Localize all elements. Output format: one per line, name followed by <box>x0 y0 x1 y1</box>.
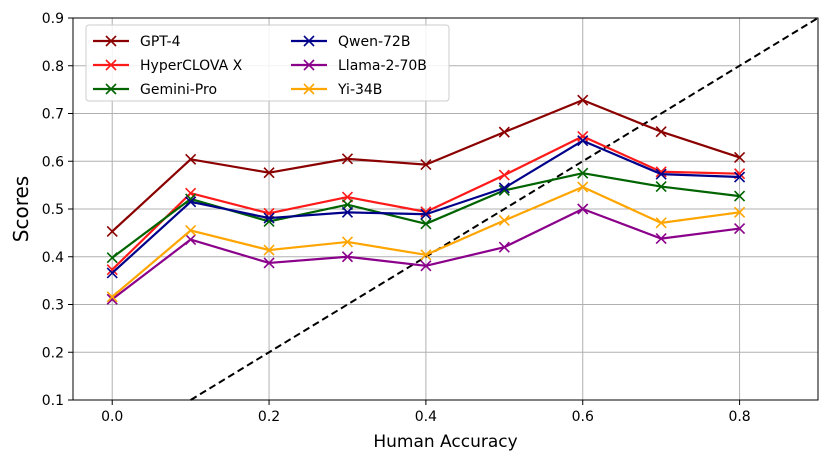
data-point-marker <box>734 171 746 183</box>
data-point-marker <box>263 244 275 256</box>
data-point-marker <box>420 159 432 171</box>
legend-label: Yi-34B <box>337 82 382 98</box>
legend-label: HyperCLOVA X <box>140 58 243 74</box>
data-point-marker <box>655 180 667 193</box>
data-point-marker <box>734 151 746 163</box>
data-point-marker <box>420 218 432 230</box>
data-point-marker <box>577 130 589 142</box>
data-point-marker <box>263 212 275 224</box>
data-point-marker <box>341 153 354 165</box>
y-tick-label: 0.1 <box>42 393 64 409</box>
legend-label: GPT-4 <box>140 34 181 50</box>
x-axis-title: Human Accuracy <box>373 432 517 452</box>
reference-line-group <box>190 17 819 401</box>
x-tick-label: 0.4 <box>415 409 437 425</box>
data-point-marker <box>341 251 354 263</box>
legend-marker <box>303 83 315 95</box>
data-point-marker <box>577 94 589 106</box>
y-tick-label: 0.7 <box>42 107 64 123</box>
legend-label: Llama-2-70B <box>338 58 427 74</box>
legend: GPT-4 HyperCLOVA X Gemini-Pro Qwen-72B Llama… <box>85 24 450 102</box>
y-tick-label: 0.6 <box>42 154 64 170</box>
data-point-marker <box>106 291 118 303</box>
y-axis-title: Scores <box>9 176 33 242</box>
legend-label: Gemini-Pro <box>140 82 217 98</box>
data-point-marker <box>263 257 275 269</box>
y-tick-label: 0.9 <box>42 11 64 27</box>
data-point-marker <box>106 252 118 264</box>
y-tick-label: 0.3 <box>42 298 64 314</box>
data-point-marker <box>106 264 118 276</box>
data-point-marker <box>185 196 197 208</box>
data-point-marker <box>185 153 197 165</box>
y-tick-label: 0.5 <box>42 202 64 218</box>
legend-marker <box>105 59 117 71</box>
legend-marker <box>303 59 315 71</box>
series-group <box>106 94 746 305</box>
data-point-marker <box>420 260 432 272</box>
data-point-marker <box>734 223 746 235</box>
data-point-marker <box>498 241 510 253</box>
data-point-marker <box>655 168 667 180</box>
data-point-marker <box>655 126 667 138</box>
data-point-marker <box>577 135 589 147</box>
x-tick-label: 0.8 <box>728 409 750 425</box>
legend-box <box>85 24 450 102</box>
legend-marker <box>105 35 117 47</box>
data-point-marker <box>263 167 275 179</box>
data-point-marker <box>734 190 746 202</box>
legend-marker <box>105 83 117 95</box>
x-tick-label: 0.2 <box>258 409 280 425</box>
data-point-marker <box>498 214 510 227</box>
data-point-marker <box>498 169 510 181</box>
data-point-marker <box>577 203 589 215</box>
data-point-marker <box>655 233 667 245</box>
data-point-marker <box>498 126 510 138</box>
data-point-marker <box>106 267 118 279</box>
data-point-marker <box>106 225 118 238</box>
data-point-marker <box>577 181 589 193</box>
x-tick-label: 0.6 <box>572 409 594 425</box>
x-tick-label: 0.0 <box>101 409 123 425</box>
data-point-marker <box>106 293 118 305</box>
data-point-marker <box>420 208 432 220</box>
data-point-marker <box>185 224 197 237</box>
legend-marker <box>303 35 315 47</box>
y-tick-label: 0.2 <box>42 345 64 361</box>
legend-label: Qwen-72B <box>338 34 410 50</box>
data-point-marker <box>498 182 510 194</box>
x-axis: 0.0 0.2 0.4 0.6 0.8 <box>101 400 751 425</box>
data-point-marker <box>420 249 432 261</box>
y-tick-label: 0.4 <box>42 250 64 266</box>
data-point-marker <box>577 167 589 179</box>
data-point-marker <box>655 217 667 229</box>
y-tick-label: 0.8 <box>42 59 64 75</box>
data-point-marker <box>341 236 354 248</box>
y-axis: 0.1 0.2 0.3 0.4 0.5 0.6 0.7 0.8 0.9 <box>42 11 73 409</box>
data-point-marker <box>341 206 354 218</box>
data-point-marker <box>734 206 746 218</box>
data-point-marker <box>185 233 197 246</box>
reference-diagonal-line <box>190 17 819 401</box>
